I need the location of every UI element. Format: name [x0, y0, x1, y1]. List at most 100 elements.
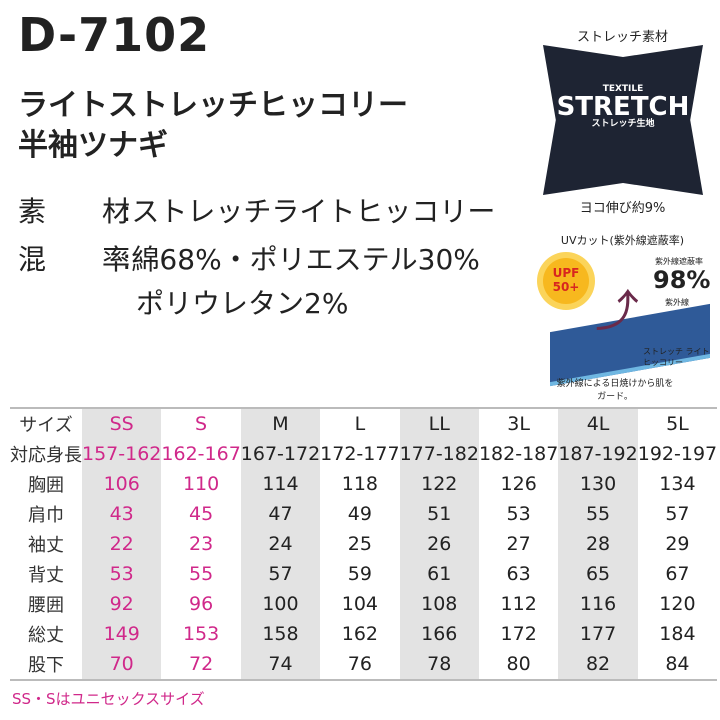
material-row: 素 材:ストレッチライトヒッコリー — [18, 190, 495, 230]
table-cell: 100 — [240, 589, 321, 619]
table-cell: 80 — [506, 653, 531, 675]
table-cell: 166 — [399, 619, 479, 649]
table-cell: 157-162 — [82, 439, 162, 469]
row-header: 総丈 — [28, 625, 64, 646]
row-header: 肩巾 — [28, 505, 64, 526]
table-cell: LL — [399, 408, 479, 439]
product-name-line2: 半袖ツナギ — [18, 128, 168, 163]
table-cell: 122 — [399, 469, 479, 499]
material-value: :ストレッチライトヒッコリー — [122, 195, 496, 228]
table-cell: 45 — [188, 503, 214, 525]
table-cell: SS — [82, 408, 162, 439]
table-row: サイズ SS S M L LL 3L 4L 5L — [10, 408, 717, 439]
table-cell: 192-197 — [637, 443, 718, 465]
feature-panel: ストレッチ素材 TEXTILE STRETCH ストレッチ生地 ヨコ伸び約9% UV… — [525, 0, 720, 402]
row-header: 対応身長 — [10, 445, 82, 466]
table-cell: 110 — [182, 473, 220, 495]
product-code: D-7102 — [18, 8, 211, 62]
table-cell: 70 — [82, 649, 162, 680]
table-row: 対応身長 157-162 162-167 167-172 172-177 177-182 1… — [10, 439, 717, 469]
table-cell: 172-177 — [320, 443, 400, 465]
table-cell: 177 — [558, 619, 638, 649]
table-cell: 74 — [240, 649, 321, 680]
table-cell: 3L — [507, 413, 530, 435]
table-cell: 167-172 — [240, 439, 321, 469]
table-cell: 72 — [188, 653, 214, 675]
table-cell: 67 — [665, 563, 690, 585]
unisex-note: SS・Sはユニセックスサイズ — [12, 690, 205, 708]
table-cell: 182-187 — [478, 443, 559, 465]
table-row: 総丈 149 153 158 162 166 172 177 184 — [10, 619, 717, 649]
table-cell: 118 — [341, 473, 378, 495]
table-cell: 126 — [500, 473, 537, 495]
row-header: 腰囲 — [28, 595, 64, 616]
table-cell: 177-182 — [399, 439, 479, 469]
table-cell: 76 — [347, 653, 372, 675]
table-cell: 184 — [659, 623, 696, 645]
table-cell: 25 — [347, 533, 372, 555]
uv-caption: 紫外線による日焼けから肌をガード。 — [556, 379, 674, 402]
sun-icon: UPF 50+ — [543, 258, 589, 304]
stretch-title: ストレッチ素材 — [576, 30, 668, 45]
row-header: 股下 — [28, 655, 64, 676]
table-row: 袖丈 22 23 24 25 26 27 28 29 — [10, 529, 717, 559]
uv-arrow-icon: ⤴ — [595, 286, 639, 337]
table-cell: 47 — [240, 499, 321, 529]
table-cell: L — [354, 413, 366, 435]
table-cell: 59 — [347, 563, 372, 585]
material-label: 素 材 — [18, 195, 145, 228]
row-header: 袖丈 — [28, 535, 64, 556]
table-cell: 5L — [666, 413, 689, 435]
table-cell: 158 — [240, 619, 321, 649]
table-row: 背丈 53 55 57 59 61 63 65 67 — [10, 559, 717, 589]
table-cell: 153 — [182, 623, 220, 645]
table-cell: 57 — [240, 559, 321, 589]
table-cell: 22 — [82, 529, 162, 559]
table-cell: 96 — [188, 593, 214, 615]
blend-value: :綿68%・ポリエステル30% — [122, 243, 480, 276]
blend-row: 混 率:綿68%・ポリエステル30% — [18, 238, 480, 278]
table-cell: 130 — [558, 469, 638, 499]
size-table: サイズ SS S M L LL 3L 4L 5L 対応身長 157-162 162-167 167-17… — [10, 407, 718, 681]
table-cell: 162 — [341, 623, 378, 645]
table-cell: 92 — [82, 589, 162, 619]
table-cell: 162-167 — [161, 443, 241, 465]
table-cell: 24 — [240, 529, 321, 559]
table-cell: 63 — [506, 563, 531, 585]
table-cell: 23 — [188, 533, 214, 555]
table-cell: 28 — [558, 529, 638, 559]
table-cell: 108 — [399, 589, 479, 619]
table-cell: 55 — [558, 499, 638, 529]
table-cell: 172 — [500, 623, 537, 645]
table-cell: 57 — [665, 503, 690, 525]
table-cell: 187-192 — [558, 439, 638, 469]
table-cell: 78 — [399, 649, 479, 680]
block-label: 紫外線遮蔽率 — [655, 257, 703, 266]
table-cell: 114 — [240, 469, 321, 499]
table-cell: 82 — [558, 649, 638, 680]
table-cell: 112 — [500, 593, 537, 615]
table-row: 肩巾 43 45 47 49 51 53 55 57 — [10, 499, 717, 529]
table-cell: 149 — [82, 619, 162, 649]
uv-title: UVカット(紫外線遮蔽率) — [560, 234, 685, 247]
row-header: 背丈 — [28, 565, 64, 586]
block-value: 98% — [653, 266, 711, 294]
table-cell: 26 — [399, 529, 479, 559]
table-cell: 43 — [82, 499, 162, 529]
blend-label: 混 率 — [18, 243, 145, 276]
table-cell: 65 — [558, 559, 638, 589]
table-cell: 61 — [399, 559, 479, 589]
table-cell: 104 — [341, 593, 378, 615]
table-cell: 134 — [659, 473, 696, 495]
row-header: 胸囲 — [28, 475, 64, 496]
table-row: 腰囲 92 96 100 104 108 112 116 120 — [10, 589, 717, 619]
table-cell: 4L — [558, 408, 638, 439]
table-cell: 49 — [347, 503, 372, 525]
stretch-caption: ヨコ伸び約9% — [579, 201, 666, 216]
product-name-line1: ライトストレッチヒッコリー — [18, 88, 408, 123]
stretch-logo: TEXTILE STRETCH ストレッチ生地 — [556, 84, 690, 129]
table-cell: S — [195, 413, 208, 435]
row-header: サイズ — [19, 415, 73, 436]
table-cell: 53 — [506, 503, 531, 525]
table-cell: 106 — [82, 469, 162, 499]
